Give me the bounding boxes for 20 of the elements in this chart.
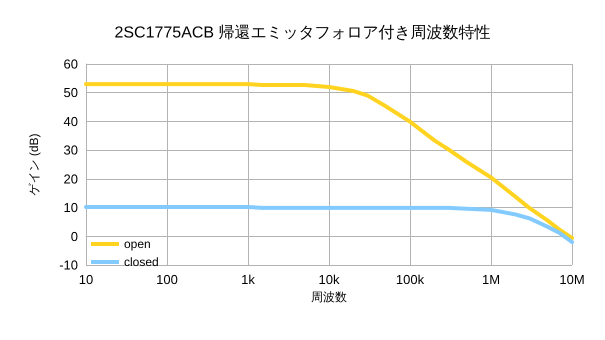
y-tick-label: 20	[64, 171, 78, 186]
y-axis-title: ゲイン (dB)	[27, 133, 41, 196]
x-tick-label: 10M	[559, 272, 585, 287]
y-tick-label: -10	[59, 258, 78, 272]
y-tick-label: 50	[64, 85, 78, 100]
x-tick-label: 100	[156, 272, 178, 287]
legend-label: open	[124, 237, 151, 251]
chart-title: 2SC1775ACB 帰還エミッタフォロア付き周波数特性	[114, 24, 491, 42]
x-tick-label: 100k	[396, 272, 425, 287]
x-tick-label: 10k	[318, 272, 340, 287]
x-axis-title: 周波数	[311, 290, 347, 304]
y-tick-label: 30	[64, 142, 78, 158]
legend-label: closed	[124, 255, 159, 269]
y-tick-label: 0	[70, 228, 78, 244]
x-tick-label: 1M	[482, 272, 500, 287]
x-tick-label: 1k	[241, 272, 256, 287]
y-tick-label: 40	[64, 114, 78, 129]
y-tick-label: 60	[64, 56, 78, 72]
y-tick-label: 10	[64, 200, 78, 216]
x-tick-label: 10	[78, 272, 94, 287]
